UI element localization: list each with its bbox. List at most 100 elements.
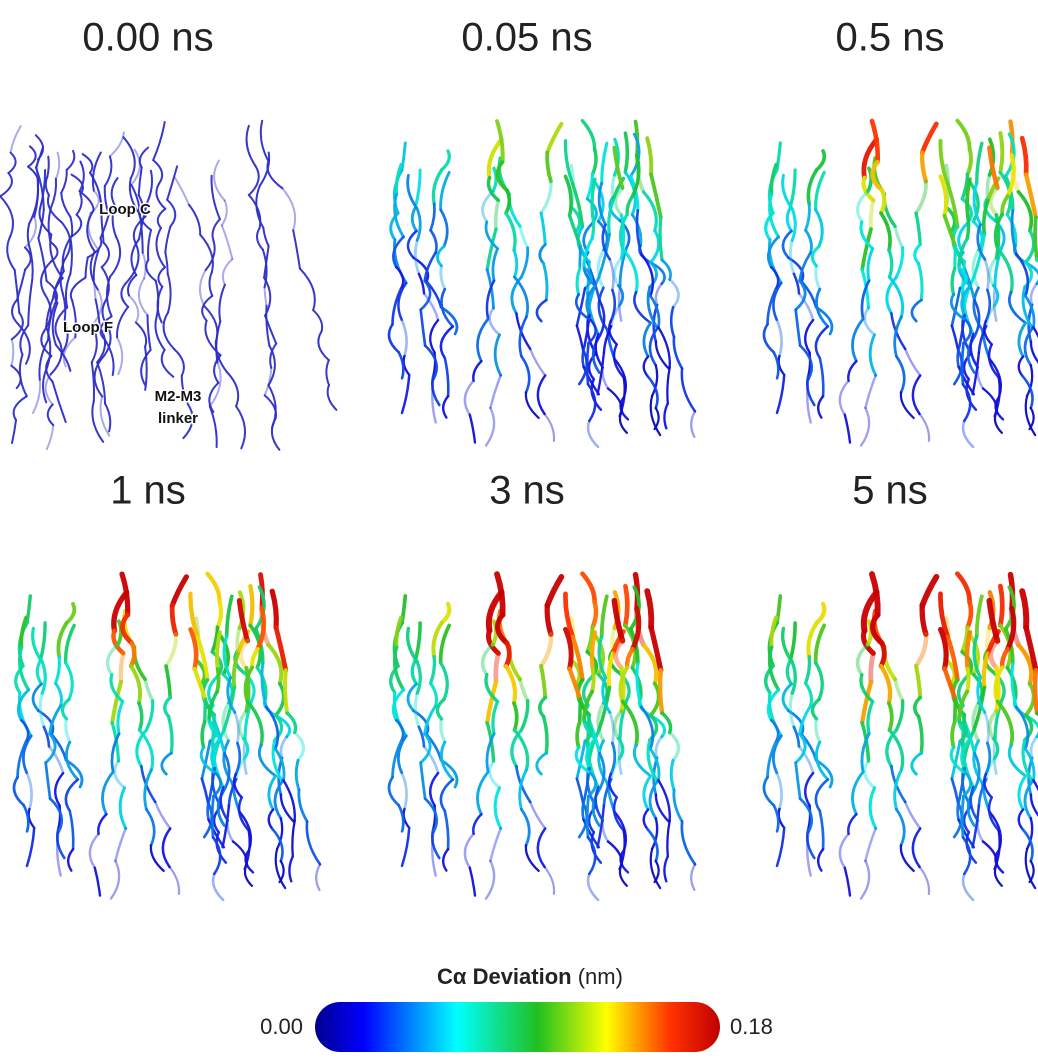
backbone-segment [63, 623, 76, 665]
backbone-segment [47, 207, 52, 243]
backbone-segment [914, 664, 923, 700]
backbone-segment [160, 751, 173, 776]
backbone-segment [887, 728, 905, 772]
backbone-segment [219, 785, 230, 822]
backbone-segment [70, 173, 84, 195]
backbone-segment [103, 338, 115, 377]
backbone-segment [297, 788, 309, 823]
backbone-segment [690, 863, 697, 892]
backbone-segment [47, 302, 56, 341]
backbone-segment [35, 166, 45, 211]
backbone-segment [54, 681, 63, 708]
backbone-segment [649, 294, 661, 329]
backbone-segment [911, 374, 922, 416]
backbone-segment [54, 151, 61, 180]
backbone-segment [484, 859, 496, 900]
backbone-segment [976, 819, 985, 843]
backbone-segment [35, 659, 43, 686]
backbone-segment [126, 274, 138, 297]
backbone-segment [472, 812, 483, 836]
backbone-segment [1017, 321, 1028, 358]
backbone-segment [860, 732, 871, 774]
backbone-segment [578, 245, 582, 270]
backbone-segment [62, 336, 77, 368]
backbone-segment [406, 174, 419, 210]
backbone-segment [903, 800, 922, 830]
backbone-segment [590, 214, 596, 241]
backbone-segment [305, 820, 322, 866]
backbone-segment [1033, 215, 1038, 262]
backbone-segment [887, 701, 894, 732]
backbone-segment [417, 725, 426, 748]
backbone-segment [590, 667, 596, 694]
backbone-segment [46, 155, 50, 178]
backbone-segment [431, 168, 444, 206]
backbone-segment [864, 827, 877, 863]
backbone-segment [660, 258, 672, 281]
backbone-segment [781, 682, 793, 713]
backbone-segment [950, 719, 957, 750]
backbone-segment [616, 736, 625, 761]
backbone-segment [38, 691, 46, 729]
backbone-segment [25, 826, 36, 868]
backbone-segment [663, 855, 669, 883]
backbone-segment [394, 718, 405, 744]
backbone-segment [192, 666, 208, 702]
backbone-segment [38, 338, 50, 381]
backbone-segment [31, 682, 43, 713]
backbone-segment [545, 150, 553, 184]
backbone-segment [911, 827, 922, 869]
backbone-segment [590, 147, 598, 177]
backbone-segment [255, 606, 267, 652]
backbone-segment [893, 315, 903, 358]
backbone-segment [429, 771, 440, 807]
backbone-segment [601, 676, 612, 714]
backbone-segment [814, 325, 830, 360]
backbone-segment [442, 395, 450, 419]
backbone-segment [237, 709, 249, 741]
backbone-segment [597, 634, 608, 680]
backbone-segment [265, 304, 271, 347]
backbone-segment [965, 214, 971, 241]
backbone-segment [440, 149, 451, 172]
backbone-segment [37, 237, 48, 282]
backbone-segment [26, 222, 31, 248]
backbone-segment [870, 159, 885, 193]
panel-title: 3 ns [489, 469, 565, 513]
backbone-segment [666, 819, 671, 858]
backbone-segment [154, 800, 172, 830]
backbone-segment [899, 391, 915, 419]
backbone-segment [606, 651, 616, 690]
backbone-segment [642, 355, 650, 378]
backbone-segment [263, 286, 268, 307]
backbone-segment [195, 634, 210, 682]
backbone-segment [575, 777, 585, 805]
backbone-segment [861, 136, 879, 181]
colorbar-label: Cα Deviation (nm) [437, 964, 623, 989]
backbone-segment [396, 734, 408, 775]
backbone-segment [279, 735, 289, 760]
backbone-segment [164, 664, 172, 700]
backbone-segment [274, 847, 287, 890]
backbone-segment [601, 819, 610, 843]
backbone-segment [611, 597, 626, 644]
backbone-segment [400, 594, 408, 625]
backbone-segment [395, 266, 405, 290]
backbone-segment [574, 745, 593, 775]
backbone-segment [109, 235, 122, 278]
backbone-segment [851, 770, 865, 816]
backbone-segment [256, 227, 264, 251]
backbone-segment [957, 719, 968, 743]
backbone-segment [981, 651, 991, 690]
backbone-segment [510, 275, 523, 315]
backbone-segment [518, 224, 530, 250]
backbone-segment [1008, 290, 1027, 325]
backbone-segment [806, 620, 819, 659]
backbone-segment [215, 600, 224, 630]
backbone-segment [632, 743, 653, 778]
backbone-segment [264, 705, 280, 751]
backbone-segment [64, 758, 84, 789]
backbone-segment [24, 246, 32, 271]
backbone-segment [12, 775, 26, 807]
backbone-segment [964, 630, 973, 672]
